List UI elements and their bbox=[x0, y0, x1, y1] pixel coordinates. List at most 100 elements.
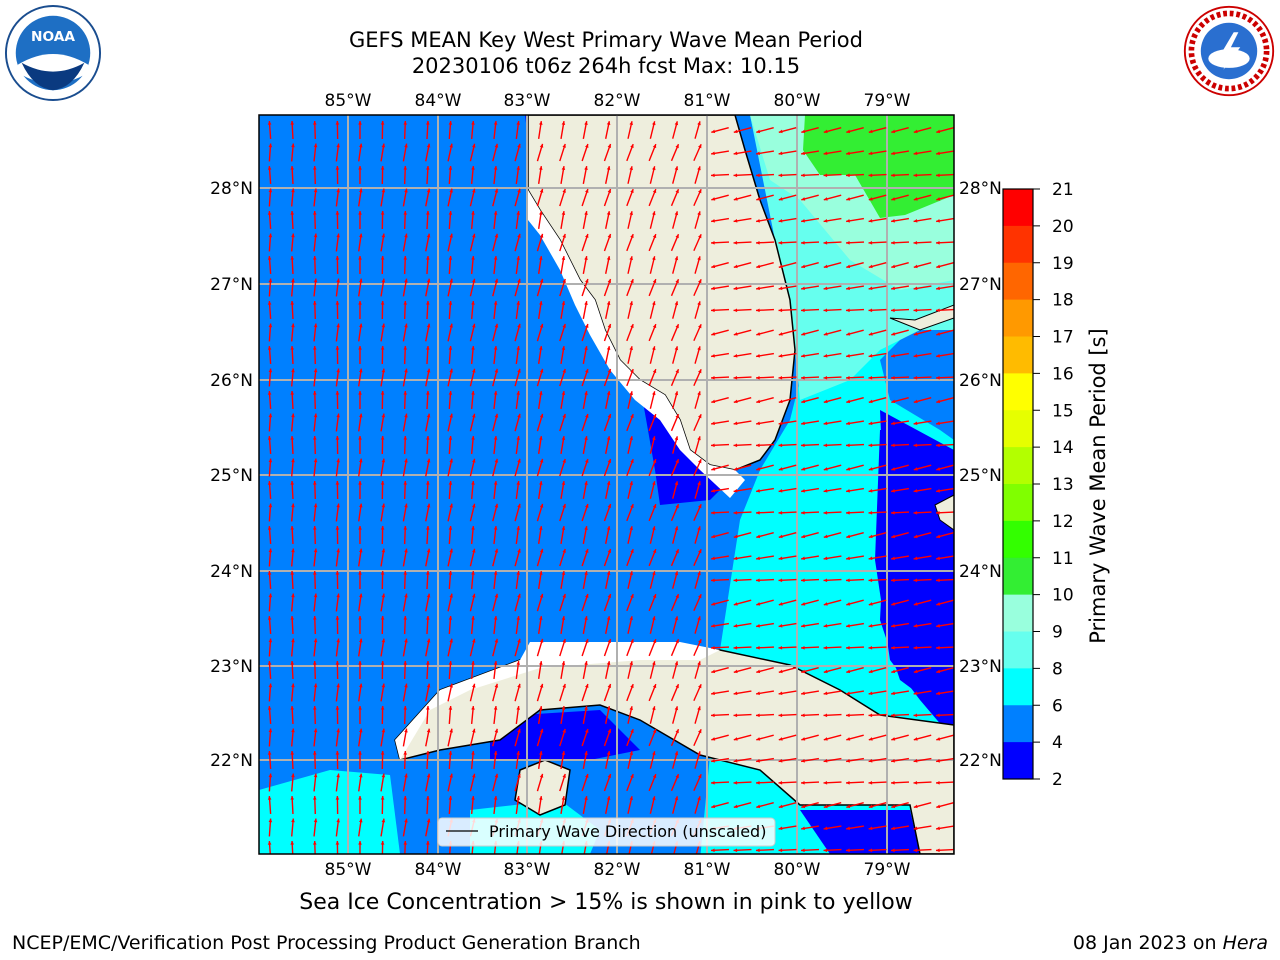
wave-arrow bbox=[733, 734, 752, 741]
lat-label-right: 28°N bbox=[959, 179, 1002, 199]
wave-arrow bbox=[823, 757, 842, 763]
wave-arrow bbox=[514, 368, 521, 387]
wave-arrow bbox=[710, 713, 730, 718]
wave-arrow bbox=[403, 390, 408, 410]
wave-arrow bbox=[380, 818, 386, 837]
wave-arrow bbox=[649, 166, 656, 184]
wave-arrow bbox=[891, 599, 909, 606]
wave-arrow bbox=[733, 352, 752, 358]
wave-arrow bbox=[913, 352, 932, 358]
wave-arrow bbox=[582, 256, 588, 274]
wave-arrow bbox=[515, 390, 521, 410]
wave-arrow bbox=[536, 728, 544, 747]
wave-arrow bbox=[604, 346, 611, 364]
lon-label-bottom: 79°W bbox=[864, 860, 911, 880]
wave-arrow bbox=[711, 194, 729, 201]
wave-arrow bbox=[711, 126, 729, 134]
wave-arrow bbox=[823, 420, 842, 426]
wave-arrow bbox=[627, 616, 633, 634]
wave-arrow bbox=[358, 435, 362, 455]
wave-arrow bbox=[358, 143, 363, 162]
wave-arrow bbox=[358, 503, 363, 522]
wave-arrow bbox=[291, 638, 295, 657]
wave-arrow bbox=[801, 757, 819, 763]
wave-arrow bbox=[868, 487, 887, 493]
wave-arrow bbox=[845, 645, 865, 650]
wave-arrow bbox=[672, 616, 679, 634]
wave-arrow bbox=[358, 705, 362, 725]
wave-arrow bbox=[469, 593, 476, 612]
wave-arrow bbox=[936, 126, 954, 134]
wave-arrow bbox=[582, 706, 588, 724]
wave-arrow bbox=[402, 413, 408, 432]
wave-arrow bbox=[536, 773, 544, 792]
wave-arrow bbox=[936, 757, 954, 763]
wave-arrow bbox=[846, 757, 864, 763]
wave-arrow bbox=[801, 599, 819, 606]
wave-arrow bbox=[447, 728, 453, 747]
wave-arrow bbox=[380, 390, 385, 410]
footer-date: 08 Jan 2023 on Hera bbox=[1073, 932, 1268, 954]
wave-arrow bbox=[711, 599, 729, 606]
wave-arrow bbox=[935, 645, 954, 650]
wave-arrow bbox=[649, 436, 656, 454]
wave-arrow bbox=[648, 728, 657, 747]
wave-arrow bbox=[649, 661, 656, 679]
wave-arrow bbox=[626, 188, 634, 207]
wave-arrow bbox=[267, 210, 272, 230]
wave-arrow bbox=[694, 301, 701, 319]
wave-arrow bbox=[402, 593, 408, 612]
wave-arrow bbox=[936, 329, 954, 336]
wave-arrow bbox=[380, 593, 386, 612]
wave-arrow bbox=[447, 773, 453, 792]
wave-arrow bbox=[868, 261, 887, 269]
wave-arrow bbox=[447, 323, 453, 342]
wave-arrow bbox=[335, 323, 340, 342]
wave-arrow bbox=[801, 825, 819, 831]
wave-arrow bbox=[672, 391, 679, 409]
wave-arrow bbox=[604, 301, 611, 319]
wave-arrow bbox=[756, 420, 774, 426]
wave-arrow bbox=[710, 240, 730, 245]
wave-arrow bbox=[537, 300, 543, 320]
wave-arrow bbox=[733, 599, 752, 606]
wave-arrow bbox=[358, 210, 362, 230]
wave-arrow bbox=[426, 570, 430, 590]
wave-arrow bbox=[380, 300, 385, 320]
wave-arrow bbox=[514, 143, 521, 162]
wave-arrow bbox=[648, 233, 657, 252]
wave-arrow bbox=[711, 734, 729, 741]
wave-arrow bbox=[492, 683, 499, 702]
wave-arrow bbox=[358, 458, 363, 477]
wave-arrow bbox=[560, 616, 566, 634]
wave-arrow bbox=[733, 531, 752, 539]
wave-arrow bbox=[845, 173, 865, 178]
wave-arrow bbox=[935, 713, 954, 718]
wave-arrow bbox=[403, 570, 408, 590]
wave-arrow bbox=[559, 548, 566, 567]
wave-arrow bbox=[581, 278, 589, 297]
wave-arrow bbox=[380, 638, 386, 657]
lat-label-left: 22°N bbox=[210, 751, 253, 771]
wave-arrow bbox=[756, 194, 774, 201]
wave-arrow bbox=[913, 713, 932, 718]
wave-arrow bbox=[891, 757, 909, 763]
wave-arrow bbox=[335, 300, 340, 320]
wave-arrow bbox=[890, 713, 910, 718]
wave-arrow bbox=[694, 571, 701, 589]
map-title-line1: GEFS MEAN Key West Primary Wave Mean Per… bbox=[349, 28, 863, 52]
wave-arrow bbox=[582, 391, 588, 409]
wave-arrow bbox=[936, 666, 954, 674]
wave-arrow bbox=[358, 795, 362, 815]
wave-arrow bbox=[268, 368, 273, 387]
wave-arrow bbox=[823, 645, 842, 650]
wave-arrow bbox=[627, 391, 633, 409]
wave-arrow bbox=[582, 301, 588, 319]
lat-label-left: 23°N bbox=[210, 657, 253, 677]
wave-arrow bbox=[823, 329, 842, 336]
wave-arrow bbox=[823, 285, 842, 291]
wave-arrow bbox=[560, 571, 566, 589]
wave-arrow bbox=[936, 801, 954, 809]
wave-arrow bbox=[493, 750, 498, 770]
wave-arrow bbox=[648, 368, 657, 387]
